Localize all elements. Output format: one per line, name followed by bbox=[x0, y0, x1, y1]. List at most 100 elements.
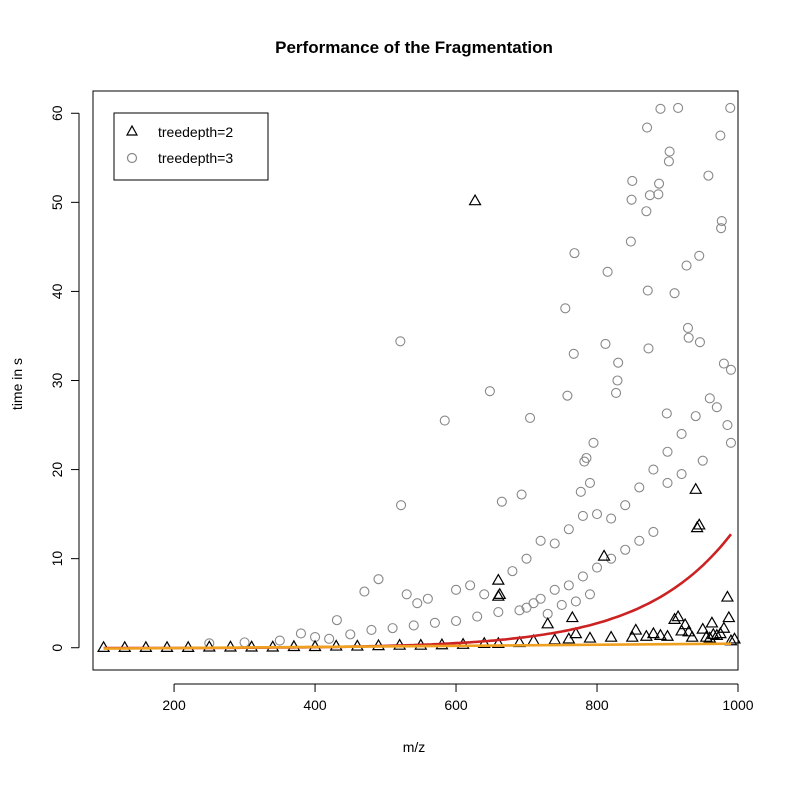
data-point-treedepth-2 bbox=[118, 640, 132, 653]
data-point-treedepth-3 bbox=[422, 593, 433, 604]
data-point-treedepth-2 bbox=[675, 624, 689, 636]
data-point-treedepth-2 bbox=[720, 590, 734, 602]
data-point-treedepth-2 bbox=[223, 640, 237, 652]
data-point-treedepth-3 bbox=[535, 593, 546, 604]
data-point-treedepth-3 bbox=[345, 629, 356, 640]
data-point-treedepth-2 bbox=[706, 627, 720, 640]
data-point-treedepth-3 bbox=[563, 524, 574, 535]
data-point-treedepth-3 bbox=[521, 602, 532, 613]
data-point-treedepth-3 bbox=[528, 598, 539, 609]
data-point-treedepth-2 bbox=[685, 630, 699, 642]
data-point-treedepth-2 bbox=[597, 549, 611, 561]
data-point-treedepth-3 bbox=[577, 571, 588, 582]
y-tick-label: 0 bbox=[49, 644, 65, 652]
data-point-treedepth-3 bbox=[703, 170, 714, 181]
data-point-treedepth-3 bbox=[683, 332, 694, 343]
data-point-treedepth-2 bbox=[682, 624, 696, 637]
data-point-treedepth-2 bbox=[181, 640, 195, 653]
data-point-treedepth-3 bbox=[694, 337, 705, 348]
data-point-treedepth-3 bbox=[556, 599, 567, 611]
data-point-treedepth-3 bbox=[690, 411, 701, 422]
data-point-treedepth-3 bbox=[516, 489, 527, 500]
y-tick-label: 10 bbox=[49, 551, 65, 567]
data-point-treedepth-3 bbox=[331, 615, 342, 626]
data-point-treedepth-2 bbox=[562, 632, 576, 644]
data-point-treedepth-2 bbox=[717, 621, 731, 633]
data-point-treedepth-3 bbox=[644, 190, 655, 201]
data-point-treedepth-3 bbox=[625, 236, 636, 247]
data-point-treedepth-3 bbox=[715, 130, 726, 141]
data-point-treedepth-3 bbox=[479, 589, 490, 600]
points-layer bbox=[97, 102, 742, 653]
data-point-treedepth-3 bbox=[610, 387, 622, 399]
data-point-treedepth-3 bbox=[626, 194, 637, 205]
y-axis-label: time in s bbox=[9, 358, 25, 410]
data-point-treedepth-2 bbox=[722, 610, 736, 623]
data-point-treedepth-3 bbox=[274, 635, 285, 646]
data-point-treedepth-2 bbox=[692, 518, 706, 530]
data-point-treedepth-3 bbox=[591, 509, 603, 520]
data-point-treedepth-3 bbox=[643, 343, 654, 354]
data-point-treedepth-2 bbox=[639, 629, 653, 641]
x-axis-label: m/z bbox=[403, 739, 426, 755]
data-point-treedepth-2 bbox=[705, 616, 719, 628]
data-point-treedepth-3 bbox=[725, 364, 737, 375]
data-point-treedepth-2 bbox=[569, 626, 583, 639]
x-axis: 200 400 600 800 1000 bbox=[162, 683, 754, 713]
data-point-treedepth-2 bbox=[548, 633, 562, 645]
data-point-treedepth-2 bbox=[329, 639, 343, 651]
data-point-treedepth-3 bbox=[408, 620, 419, 631]
data-point-treedepth-3 bbox=[722, 419, 733, 431]
data-point-treedepth-3 bbox=[465, 580, 476, 591]
data-point-treedepth-2 bbox=[565, 610, 579, 623]
data-point-treedepth-3 bbox=[493, 607, 504, 618]
data-point-treedepth-3 bbox=[395, 336, 406, 347]
data-point-treedepth-2 bbox=[468, 193, 482, 206]
data-point-treedepth-3 bbox=[373, 574, 384, 585]
data-point-treedepth-3 bbox=[661, 408, 672, 419]
data-point-treedepth-2 bbox=[160, 640, 174, 653]
data-point-treedepth-2 bbox=[629, 623, 643, 635]
fit-line-treedepth-3 bbox=[103, 533, 733, 650]
data-point-treedepth-2 bbox=[671, 609, 685, 622]
data-point-treedepth-3 bbox=[694, 250, 705, 261]
data-point-treedepth-2 bbox=[604, 630, 618, 642]
data-point-treedepth-3 bbox=[412, 598, 423, 609]
data-point-treedepth-3 bbox=[568, 348, 579, 359]
data-point-treedepth-3 bbox=[716, 216, 727, 227]
legend-triangle-marker bbox=[125, 124, 139, 136]
data-point-treedepth-3 bbox=[673, 102, 684, 113]
data-point-treedepth-3 bbox=[606, 553, 617, 564]
data-point-treedepth-3 bbox=[653, 189, 664, 200]
data-point-treedepth-2 bbox=[696, 622, 710, 634]
data-point-treedepth-3 bbox=[600, 338, 611, 350]
data-point-treedepth-3 bbox=[387, 623, 398, 634]
data-point-treedepth-3 bbox=[681, 260, 692, 271]
data-point-treedepth-3 bbox=[575, 486, 586, 497]
data-point-treedepth-3 bbox=[584, 477, 596, 488]
data-point-treedepth-2 bbox=[97, 640, 111, 653]
data-point-treedepth-3 bbox=[588, 437, 599, 448]
data-point-treedepth-3 bbox=[439, 415, 450, 426]
data-point-treedepth-2 bbox=[493, 587, 507, 600]
data-point-treedepth-3 bbox=[359, 586, 370, 597]
x-tick-label: 1000 bbox=[722, 697, 753, 713]
x-tick-label: 600 bbox=[444, 697, 468, 713]
data-point-treedepth-3 bbox=[450, 584, 462, 595]
data-point-treedepth-3 bbox=[569, 248, 580, 259]
data-point-treedepth-3 bbox=[549, 538, 560, 549]
data-point-treedepth-2 bbox=[703, 631, 717, 643]
data-point-treedepth-3 bbox=[562, 390, 573, 401]
data-point-treedepth-3 bbox=[662, 446, 673, 457]
data-point-treedepth-2 bbox=[491, 636, 505, 649]
data-point-treedepth-3 bbox=[366, 624, 377, 635]
data-point-treedepth-3 bbox=[669, 288, 680, 299]
y-axis: 0 10 20 30 40 50 60 bbox=[49, 105, 80, 652]
data-point-treedepth-3 bbox=[648, 526, 659, 537]
data-point-treedepth-2 bbox=[541, 616, 555, 629]
data-point-treedepth-3 bbox=[663, 156, 674, 167]
data-point-treedepth-3 bbox=[642, 285, 653, 296]
y-tick-label: 50 bbox=[49, 194, 65, 210]
data-point-treedepth-3 bbox=[484, 386, 495, 397]
